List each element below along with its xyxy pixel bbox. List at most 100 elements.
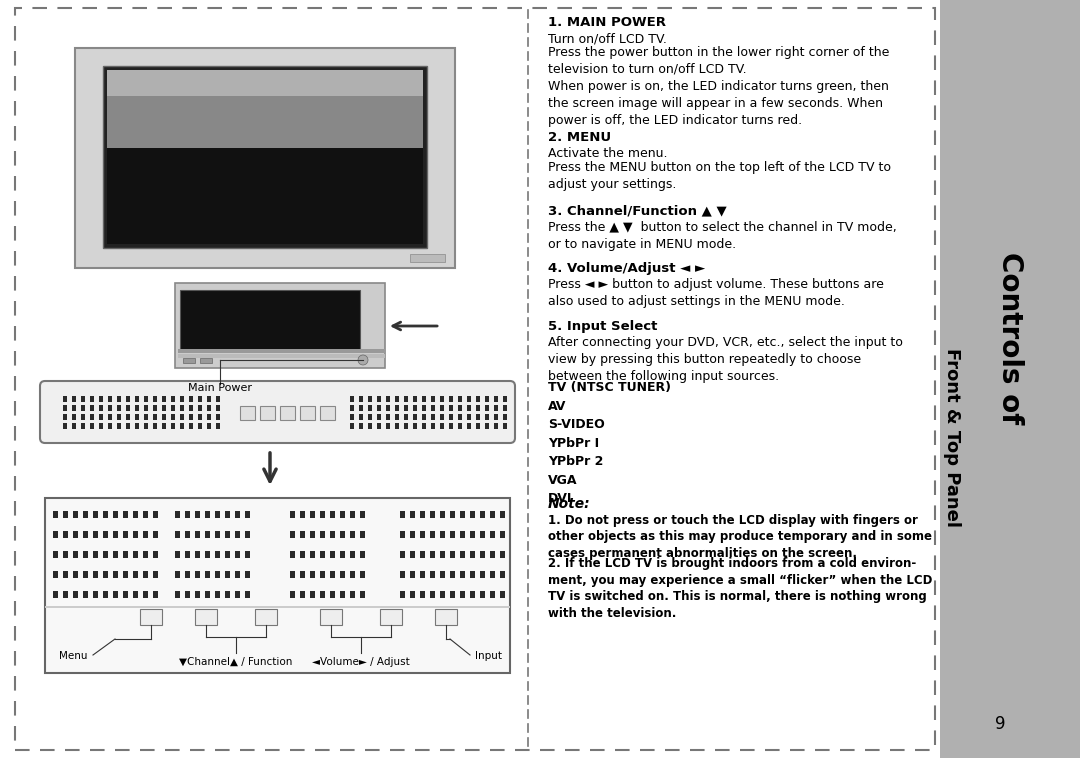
- Bar: [133, 511, 138, 518]
- Bar: [380, 609, 402, 625]
- Bar: [216, 396, 220, 402]
- Bar: [198, 423, 202, 429]
- Bar: [99, 405, 103, 411]
- Bar: [99, 414, 103, 420]
- Text: Note:: Note:: [548, 496, 591, 511]
- Bar: [133, 591, 138, 598]
- Bar: [431, 405, 435, 411]
- Bar: [368, 396, 372, 402]
- Bar: [310, 511, 315, 518]
- Bar: [413, 396, 417, 402]
- Bar: [400, 531, 405, 538]
- Bar: [404, 414, 408, 420]
- Bar: [107, 149, 423, 244]
- Bar: [108, 396, 112, 402]
- Bar: [63, 414, 67, 420]
- Bar: [123, 531, 129, 538]
- Text: After connecting your DVD, VCR, etc., select the input to
view by pressing this : After connecting your DVD, VCR, etc., se…: [548, 336, 903, 383]
- Bar: [216, 423, 220, 429]
- Bar: [420, 591, 426, 598]
- Bar: [205, 591, 210, 598]
- Bar: [330, 591, 335, 598]
- Bar: [476, 414, 480, 420]
- Bar: [490, 551, 495, 558]
- Bar: [494, 414, 498, 420]
- Bar: [260, 406, 275, 420]
- Bar: [63, 423, 67, 429]
- Bar: [435, 609, 457, 625]
- Bar: [205, 571, 210, 578]
- Bar: [386, 396, 390, 402]
- Bar: [480, 511, 485, 518]
- Bar: [340, 591, 345, 598]
- Bar: [195, 511, 200, 518]
- Bar: [135, 405, 139, 411]
- Bar: [449, 414, 453, 420]
- Bar: [500, 511, 505, 518]
- Text: 3. Channel/Function ▲ ▼: 3. Channel/Function ▲ ▼: [548, 205, 727, 218]
- Bar: [360, 511, 365, 518]
- Bar: [75, 48, 455, 268]
- Bar: [440, 551, 445, 558]
- Bar: [63, 551, 68, 558]
- Bar: [430, 571, 435, 578]
- Bar: [126, 414, 130, 420]
- Bar: [72, 405, 76, 411]
- Bar: [440, 423, 444, 429]
- Bar: [185, 511, 190, 518]
- Bar: [93, 591, 98, 598]
- Bar: [458, 423, 462, 429]
- Bar: [440, 571, 445, 578]
- Bar: [93, 571, 98, 578]
- Bar: [135, 423, 139, 429]
- Bar: [300, 571, 305, 578]
- Bar: [178, 349, 384, 353]
- Bar: [450, 591, 455, 598]
- Bar: [126, 396, 130, 402]
- Bar: [430, 591, 435, 598]
- Bar: [180, 414, 184, 420]
- Bar: [144, 405, 148, 411]
- Bar: [72, 423, 76, 429]
- Bar: [404, 423, 408, 429]
- Bar: [245, 511, 249, 518]
- Bar: [320, 531, 325, 538]
- Bar: [143, 571, 148, 578]
- Bar: [195, 591, 200, 598]
- Bar: [183, 358, 195, 363]
- Bar: [485, 423, 489, 429]
- Bar: [377, 405, 381, 411]
- Bar: [440, 531, 445, 538]
- Bar: [310, 551, 315, 558]
- Bar: [400, 551, 405, 558]
- Bar: [117, 396, 121, 402]
- Bar: [291, 511, 295, 518]
- Bar: [480, 551, 485, 558]
- Bar: [350, 423, 354, 429]
- Bar: [404, 396, 408, 402]
- Bar: [449, 396, 453, 402]
- FancyBboxPatch shape: [40, 381, 515, 443]
- Bar: [350, 396, 354, 402]
- Bar: [467, 396, 471, 402]
- Bar: [113, 551, 118, 558]
- Bar: [83, 591, 87, 598]
- Bar: [470, 591, 475, 598]
- Bar: [153, 591, 158, 598]
- Bar: [205, 531, 210, 538]
- Bar: [410, 551, 415, 558]
- Bar: [200, 358, 212, 363]
- Bar: [400, 571, 405, 578]
- Bar: [340, 571, 345, 578]
- Bar: [300, 406, 315, 420]
- Bar: [300, 591, 305, 598]
- Bar: [245, 591, 249, 598]
- Bar: [235, 571, 240, 578]
- Text: 4. Volume/Adjust ◄ ►: 4. Volume/Adjust ◄ ►: [548, 262, 705, 275]
- Bar: [430, 551, 435, 558]
- Bar: [162, 423, 166, 429]
- Bar: [467, 423, 471, 429]
- Bar: [81, 405, 85, 411]
- Bar: [171, 414, 175, 420]
- Bar: [410, 531, 415, 538]
